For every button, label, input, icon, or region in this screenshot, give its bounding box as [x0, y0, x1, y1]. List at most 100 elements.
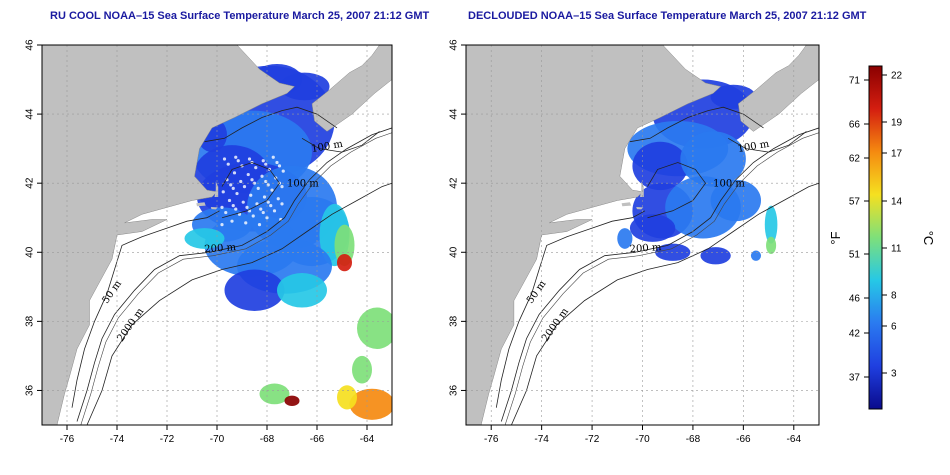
cloud-speckle: [245, 205, 249, 209]
contour-label: 200 m: [204, 242, 237, 255]
colorbar-gradient: [868, 65, 883, 410]
cloud-speckle: [262, 195, 267, 199]
y-tick-label: 40: [25, 246, 36, 258]
sst-patch: [710, 179, 762, 222]
contour-label: 100 m: [713, 179, 745, 190]
celsius-tick-label: 11: [891, 244, 902, 255]
cloud-speckle: [264, 162, 268, 166]
x-tick-label: -66: [310, 434, 325, 445]
x-tick-label: -76: [484, 434, 499, 445]
cloud-speckle: [246, 172, 250, 177]
cape-cod-landmass: [640, 181, 644, 197]
y-tick-label: 36: [449, 384, 460, 396]
contour-100m: [727, 131, 807, 153]
fahrenheit-tick-label: 42: [849, 329, 861, 340]
contour-200m: [500, 127, 819, 422]
sst-patch: [617, 228, 633, 249]
island-landmass: [196, 202, 206, 207]
sst-patch: [337, 385, 357, 410]
fahrenheit-tick-label: 62: [849, 154, 861, 165]
contour-50m: [495, 210, 646, 408]
y-tick-label: 42: [25, 177, 36, 189]
contour-2000m: [86, 182, 392, 425]
mainland-landmass: [466, 45, 722, 425]
celsius-tick-label: 3: [891, 369, 897, 380]
cloud-speckle: [230, 219, 234, 223]
fahrenheit-tick-label: 71: [849, 76, 861, 87]
y-tick-label: 38: [449, 315, 460, 327]
x-tick-label: -70: [635, 434, 650, 445]
sst-patch: [632, 141, 688, 191]
celsius-tick-label: 14: [891, 197, 903, 208]
sst-patch: [764, 205, 778, 244]
cloud-speckle: [270, 188, 274, 192]
sst-patch: [277, 273, 327, 308]
cloud-speckle: [232, 171, 237, 175]
cloud-speckle: [264, 179, 268, 184]
sst-patch: [259, 383, 290, 405]
island-landmass: [210, 207, 218, 210]
nova-scotia-landmass: [738, 45, 819, 132]
cloud-speckle: [277, 164, 282, 168]
cloud-speckle: [247, 157, 252, 161]
x-tick-label: -64: [787, 434, 802, 445]
cloud-speckle: [252, 181, 257, 185]
cloud-speckle: [256, 186, 260, 190]
y-tick-label: 44: [25, 108, 36, 120]
contour-2000m: [511, 182, 819, 425]
x-tick-label: -68: [260, 434, 275, 445]
nova-scotia-landmass: [311, 45, 392, 132]
cloud-speckle: [234, 155, 238, 159]
cloud-speckle: [269, 204, 273, 208]
cloud-speckle: [260, 174, 264, 178]
celsius-tick-label: 6: [891, 322, 897, 333]
celsius-tick-label: 19: [891, 118, 903, 129]
cloud-speckle: [220, 205, 224, 209]
cloud-speckle: [234, 207, 238, 211]
x-tick-label: -70: [210, 434, 225, 445]
sst-patch: [352, 355, 372, 384]
cloud-speckle: [266, 183, 270, 187]
x-tick-label: -66: [736, 434, 751, 445]
fahrenheit-tick-label: 66: [849, 120, 861, 131]
x-tick-label: -72: [160, 434, 175, 445]
cloud-speckle: [266, 200, 270, 204]
sst-patch: [284, 395, 300, 406]
fahrenheit-tick-label: 37: [849, 373, 861, 384]
y-tick-label: 46: [25, 39, 36, 51]
colorbar: 71 66 62 57 51 46 42 37 22 19 17 14 11 8 6 3 °F °C: [828, 65, 936, 410]
contour-1000m: [80, 132, 392, 425]
celsius-tick-label: 8: [891, 291, 897, 302]
cloud-speckle: [226, 162, 230, 166]
sst-patch: [224, 269, 285, 311]
cloud-speckle: [235, 191, 239, 196]
cloud-speckle: [249, 193, 253, 197]
x-tick-label: -76: [60, 434, 75, 445]
cloud-speckle: [251, 214, 255, 218]
fahrenheit-tick-label: 51: [849, 250, 861, 261]
y-tick-label: 38: [25, 315, 36, 327]
y-tick-label: 46: [449, 39, 460, 51]
cloud-speckle: [276, 197, 280, 201]
celsius-tick-label: 17: [891, 149, 903, 160]
cloud-speckle: [239, 179, 243, 184]
sst-patch: [680, 131, 746, 187]
sst-patch: [349, 388, 392, 420]
x-tick-label: -64: [360, 434, 375, 445]
left-map-title: RU COOL NOAA–15 Sea Surface Temperature …: [50, 10, 430, 22]
cloud-speckle: [236, 159, 240, 163]
cloud-speckle: [259, 207, 263, 211]
contour-100m: [221, 162, 280, 219]
fahrenheit-unit-label: °F: [828, 231, 843, 244]
contour-100m: [647, 162, 706, 219]
cloud-speckle: [254, 166, 258, 170]
island-landmass: [621, 202, 632, 207]
cloud-speckle: [222, 157, 227, 161]
cloud-speckle: [242, 185, 247, 189]
contour-label: 200 m: [629, 242, 662, 255]
sst-patch: [750, 250, 762, 261]
cloud-speckle: [255, 202, 259, 206]
cloud-speckle: [241, 200, 245, 204]
